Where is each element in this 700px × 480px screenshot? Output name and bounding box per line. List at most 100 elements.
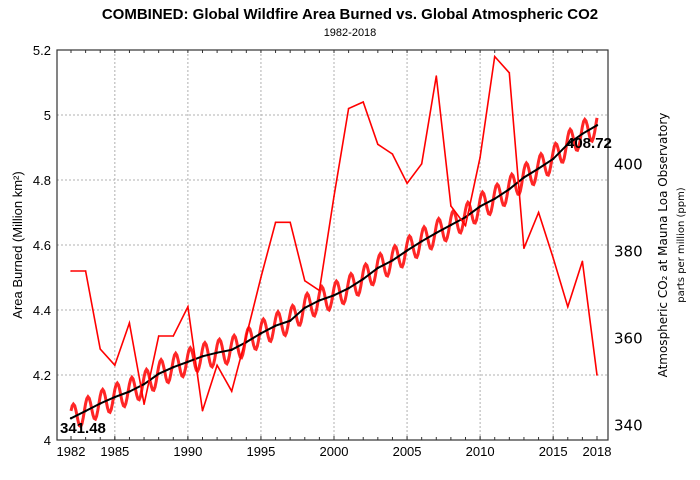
wildfire-point bbox=[450, 205, 452, 207]
wildfire-point bbox=[464, 224, 467, 227]
y-tick-label-left: 5 bbox=[44, 108, 51, 123]
co2-trend-point bbox=[318, 299, 321, 302]
co2-trend-point bbox=[186, 360, 190, 363]
y-tick-label-right: 360 bbox=[614, 330, 643, 348]
wildfire-point bbox=[114, 364, 116, 367]
y-tick-label-left: 4.6 bbox=[33, 238, 51, 253]
co2-trend-point bbox=[508, 187, 511, 191]
label-layer: 1982 1985 1990 1995 2000 2005 2010 2015 2018 4 4.2… bbox=[33, 43, 643, 459]
plot-frame bbox=[56, 49, 609, 441]
co2-trend-point bbox=[493, 197, 496, 201]
x-tick-label: 2005 bbox=[393, 444, 422, 459]
co2-trend-point bbox=[128, 390, 131, 393]
co2-trend-point bbox=[84, 409, 87, 413]
wildfire-point bbox=[333, 195, 335, 198]
wildfire-point bbox=[537, 211, 540, 214]
wildfire-line bbox=[71, 54, 598, 412]
wildfire-point bbox=[157, 335, 160, 337]
co2-trend-point bbox=[362, 277, 365, 281]
wildfire-point bbox=[84, 270, 87, 272]
y-tick-label-right: 340 bbox=[614, 417, 643, 435]
y-tick-label-left: 4.4 bbox=[33, 303, 51, 318]
wildfire-point bbox=[377, 143, 379, 146]
co2-trend-point bbox=[245, 340, 248, 344]
co2-trend-point bbox=[435, 231, 438, 235]
wildfire-point bbox=[420, 162, 423, 165]
x-tick-label: 1995 bbox=[246, 444, 275, 459]
co2-trend-point bbox=[537, 167, 540, 170]
co2-trend-point bbox=[113, 395, 117, 399]
wildfire-point bbox=[347, 107, 350, 110]
y-axis-label-right-sub: parts per million (ppm) bbox=[676, 187, 687, 303]
co2-trend-point bbox=[595, 124, 599, 127]
wildfire-point bbox=[260, 276, 262, 279]
wildfire-point bbox=[201, 409, 204, 412]
co2-trend-point bbox=[551, 157, 555, 161]
co2-trend-point bbox=[478, 205, 482, 208]
co2-trend-point bbox=[522, 176, 526, 179]
wildfire-point bbox=[128, 322, 131, 324]
co2-trend-point bbox=[274, 324, 277, 327]
wildfire-point bbox=[508, 71, 511, 74]
wildfire-point bbox=[435, 75, 438, 77]
wildfire-point bbox=[230, 390, 233, 393]
co2-trend-point bbox=[391, 259, 394, 262]
wildfire-point bbox=[99, 348, 102, 350]
co2-trend-point bbox=[347, 287, 350, 290]
wildfire-point bbox=[552, 257, 554, 259]
x-tick-label: 1982 bbox=[57, 444, 86, 459]
co2-trend-point bbox=[157, 372, 160, 376]
chart-subtitle: 1982-2018 bbox=[323, 27, 377, 39]
y-tick-label-right: 380 bbox=[614, 242, 643, 260]
co2-trend-point bbox=[464, 215, 467, 219]
wildfire-point bbox=[362, 101, 365, 103]
grid-layer bbox=[57, 50, 608, 440]
series-layer bbox=[69, 54, 599, 429]
wildfire-point bbox=[318, 289, 321, 292]
y-tick-label-left: 4.8 bbox=[33, 173, 51, 188]
y-axis-label-right: Atmospheric CO₂ at Mauna Loa Observatory bbox=[656, 113, 670, 378]
wildfire-point bbox=[479, 156, 481, 159]
annotation-co2-start: 341.48 bbox=[60, 420, 106, 437]
y-axis-label-left: Area Burned (Million km²) bbox=[10, 171, 25, 318]
x-tick-label: 2015 bbox=[539, 444, 568, 459]
y-tick-label-left: 4 bbox=[44, 433, 51, 448]
tick-layer bbox=[70, 50, 598, 440]
chart-title: COMBINED: Global Wildfire Area Burned vs… bbox=[101, 6, 599, 23]
co2-trend-point bbox=[215, 351, 219, 354]
wildfire-point bbox=[581, 260, 584, 263]
wildfire-point bbox=[143, 403, 145, 406]
x-tick-label: 2010 bbox=[466, 444, 495, 459]
co2-trend-point bbox=[172, 366, 175, 369]
y-tick-label-left: 5.2 bbox=[33, 43, 51, 58]
wildfire-point bbox=[172, 335, 175, 337]
x-tick-label: 1985 bbox=[100, 444, 129, 459]
co2-trend-point bbox=[303, 306, 306, 309]
co2-trend-point bbox=[142, 382, 146, 386]
wildfire-point bbox=[406, 182, 408, 185]
wildfire-point bbox=[566, 305, 569, 308]
wildfire-point bbox=[391, 153, 394, 155]
co2-trend-point bbox=[449, 223, 453, 227]
co2-trend-point bbox=[420, 240, 423, 243]
co2-trend-point bbox=[581, 132, 584, 136]
co2-trend-point bbox=[99, 402, 102, 405]
wildfire-point bbox=[216, 364, 218, 367]
wildfire-point bbox=[187, 305, 189, 308]
wildfire-point bbox=[596, 374, 598, 376]
annotation-co2-end: 408.72 bbox=[566, 135, 612, 152]
y-tick-label-left: 4.2 bbox=[33, 368, 51, 383]
wildfire-point bbox=[245, 335, 248, 337]
co2-trend-point bbox=[405, 249, 409, 252]
co2-trend-point bbox=[230, 348, 233, 351]
wildfire-point bbox=[274, 221, 277, 224]
wildfire-point bbox=[493, 55, 496, 58]
co2-trend-point bbox=[288, 319, 292, 322]
co2-trend-point bbox=[201, 355, 204, 358]
co2-trend-point bbox=[376, 266, 380, 270]
co2-trend-point bbox=[566, 142, 569, 146]
wildfire-point bbox=[289, 221, 291, 224]
co2-trend-point bbox=[332, 294, 336, 297]
wildfire-point bbox=[70, 270, 72, 272]
